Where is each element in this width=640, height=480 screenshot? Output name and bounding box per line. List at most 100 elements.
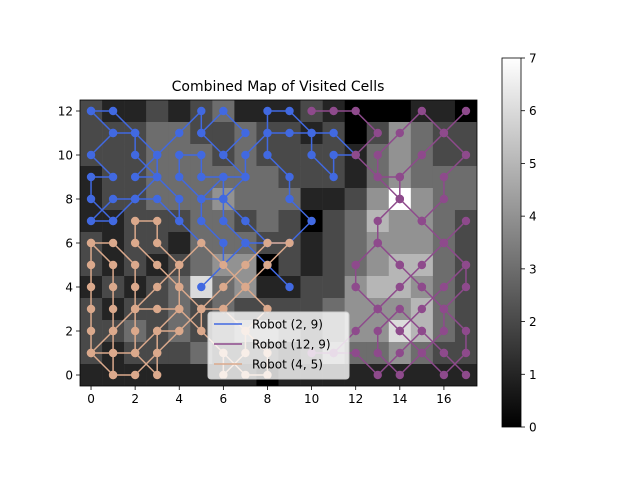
data-point — [461, 260, 471, 270]
data-point — [329, 150, 338, 160]
heatmap-cell — [300, 166, 323, 189]
data-point — [395, 348, 405, 358]
data-point — [395, 260, 405, 270]
data-point — [373, 238, 382, 248]
data-point — [439, 282, 449, 292]
data-point — [152, 216, 162, 226]
data-point — [439, 128, 449, 138]
heatmap-cell — [322, 188, 345, 211]
heatmap-cell — [322, 210, 345, 233]
data-point — [175, 326, 184, 336]
data-point — [263, 238, 272, 248]
data-point — [241, 128, 250, 138]
data-point — [395, 172, 405, 182]
data-point — [175, 172, 184, 182]
data-point — [86, 282, 96, 292]
heatmap-cell — [300, 254, 323, 277]
x-axis: 0 2 4 6 8 10 12 14 16 — [87, 386, 452, 406]
data-point — [108, 348, 118, 358]
data-point — [130, 194, 140, 204]
heatmap-cell — [278, 254, 301, 277]
heatmap-cell — [168, 100, 191, 123]
data-point — [241, 282, 250, 292]
x-tick-label: 8 — [264, 392, 272, 406]
data-point — [263, 106, 272, 116]
data-point — [351, 260, 360, 270]
data-point — [197, 172, 206, 182]
chart-title: Combined Map of Visited Cells — [172, 79, 385, 95]
heatmap-cell — [168, 364, 191, 386]
data-point — [197, 194, 206, 204]
x-tick-label: 4 — [175, 392, 183, 406]
data-point — [373, 216, 382, 226]
data-point — [417, 150, 427, 160]
heatmap-cell — [344, 122, 368, 145]
data-point — [219, 304, 228, 314]
data-point — [329, 106, 338, 116]
heatmap-cell — [344, 232, 368, 255]
heatmap-cell — [344, 188, 368, 211]
data-point — [351, 282, 360, 292]
data-point — [130, 370, 140, 380]
data-point — [152, 260, 162, 270]
data-point — [417, 216, 427, 226]
data-point — [307, 128, 316, 138]
data-point — [241, 150, 250, 160]
data-point — [373, 326, 382, 336]
data-point — [219, 238, 228, 248]
data-point — [86, 106, 96, 116]
heatmap-cell — [256, 166, 279, 189]
data-point — [219, 260, 228, 270]
data-point — [130, 326, 140, 336]
heatmap-cell — [366, 188, 390, 211]
heatmap-cell — [344, 210, 368, 233]
heatmap-cell — [366, 254, 390, 277]
data-point — [417, 304, 427, 314]
data-point — [395, 128, 405, 138]
data-point — [417, 326, 427, 336]
data-point — [175, 128, 184, 138]
data-point — [108, 370, 118, 380]
heatmap-cell — [322, 276, 345, 299]
heatmap-cell — [234, 100, 257, 123]
heatmap-cell — [80, 122, 103, 145]
x-tick-label: 6 — [220, 392, 228, 406]
data-point — [197, 150, 206, 160]
data-point — [197, 216, 206, 226]
data-point — [152, 150, 162, 160]
data-point — [307, 150, 316, 160]
data-point — [108, 260, 118, 270]
data-point — [86, 150, 96, 160]
data-point — [417, 348, 427, 358]
data-point — [263, 260, 272, 270]
y-tick-label: 8 — [65, 193, 73, 207]
data-point — [108, 106, 118, 116]
legend-label: Robot (2, 9) — [252, 318, 323, 332]
data-point — [241, 216, 250, 226]
heatmap-cell — [146, 100, 169, 123]
data-point — [152, 326, 162, 336]
x-tick-label: 12 — [348, 392, 363, 406]
heatmap-cell — [432, 100, 456, 123]
heatmap-cell — [300, 188, 323, 211]
data-point — [197, 326, 206, 336]
data-point — [197, 128, 206, 138]
colorbar-tick-label: 1 — [529, 368, 537, 382]
data-point — [219, 282, 228, 292]
data-point — [130, 128, 140, 138]
data-point — [373, 150, 382, 160]
data-point — [461, 348, 471, 358]
heatmap-cell — [454, 298, 477, 321]
heatmap-cell — [102, 144, 125, 167]
heatmap-cell — [388, 100, 412, 123]
legend-entry: Robot (2, 9) — [214, 318, 323, 332]
data-point — [461, 150, 471, 160]
data-point — [395, 326, 405, 336]
legend-entry: Robot (12, 9) — [214, 338, 331, 352]
heatmap-cell — [322, 254, 345, 277]
heatmap-cell — [256, 210, 279, 233]
data-point — [197, 238, 206, 248]
data-point — [285, 282, 294, 292]
data-point — [395, 194, 405, 204]
data-point — [417, 260, 427, 270]
